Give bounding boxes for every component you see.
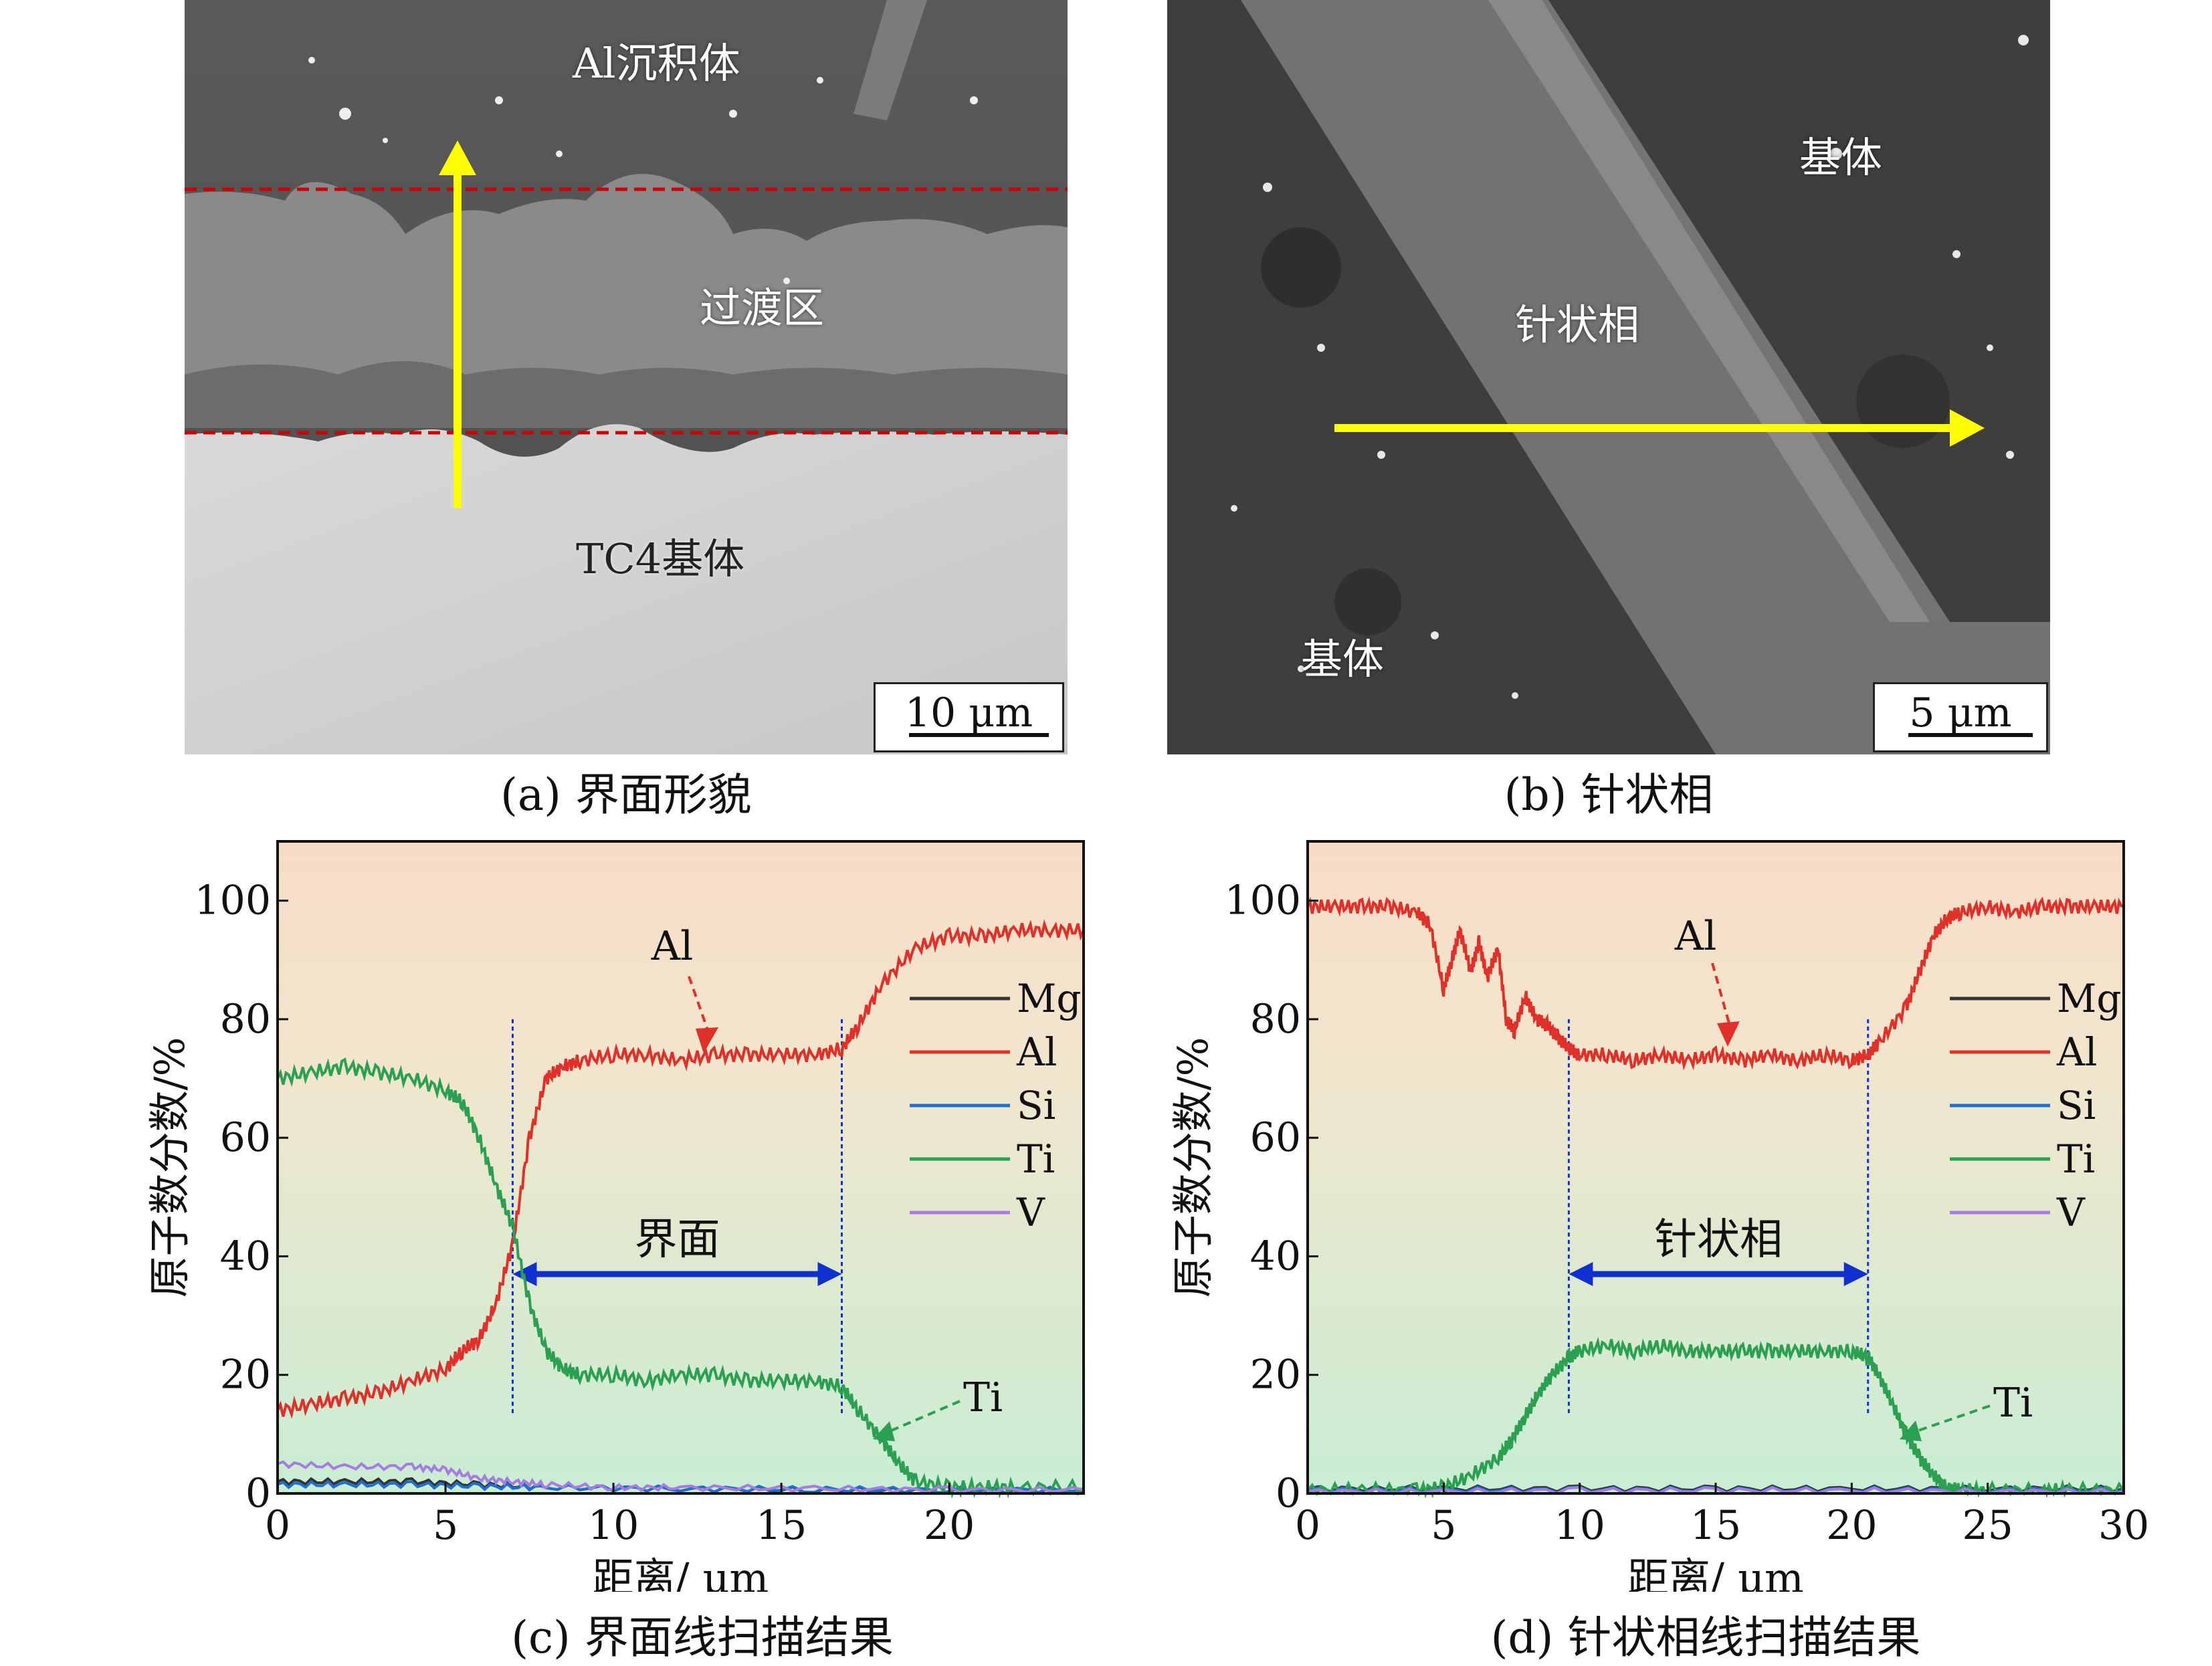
chart-d-svg: 针状相 0 5 10 15 20 25 30 0 20 40 60 80 100 距离/ μm 原子数分数/%… [1169,840,2149,1602]
chart-d-legend-label-ti: Ti [2057,1136,2095,1182]
chart-c-legend-label-si: Si [1017,1083,1055,1128]
chart-c-frame [276,840,1085,1495]
sem-image-a-drawing [185,0,1068,754]
chart-d-xtick-label: 20 [1826,1502,1877,1549]
chart-c-ytick-label: 100 [194,877,271,924]
chart-d-ylabel: 原子数分数/% [1169,1037,1217,1298]
chart-c-series-v [277,1460,1084,1495]
sem-image-a: Al沉积体 过渡区 TC4基体 10 μm [185,0,1068,754]
chart-c-annotation-al-arrowhead [696,1027,718,1053]
chart-d-legend-label-si: Si [2057,1083,2096,1128]
chart-c-ylabel: 原子数分数/% [145,1037,194,1298]
chart-d-legend-label-mg: Mg [2057,976,2122,1021]
chart-c-series-ti [276,1057,1085,1499]
chart-c-region-arrowhead-right [817,1262,842,1287]
label-al-deposit: Al沉积体 [573,39,740,88]
chart-c-ytick-label: 40 [220,1233,271,1279]
chart-d-ytick-label: 20 [1250,1352,1301,1398]
scalebar-a-line [909,733,1049,737]
caption-a: (a) 界面形貌 [500,769,752,821]
chart-d-legend-label-v: V [2056,1190,2086,1235]
chart-c-xlabel: 距离/ μm [593,1554,769,1592]
label-matrix-left: 基体 [1301,635,1385,684]
chart-c-xtick-label: 15 [756,1502,807,1549]
chart-d-ytick-label: 60 [1250,1114,1301,1161]
chart-d-xlabel: 距离/ μm [1627,1554,1804,1592]
chart-c-ytick-label: 0 [245,1470,271,1517]
chart-c-xtick-label: 0 [265,1502,290,1549]
chart-d-ytick-label: 80 [1250,996,1301,1043]
chart-d-legend-label-al: Al [2056,1029,2097,1075]
chart-d-xtick-label: 25 [1962,1502,2013,1549]
label-tc4-substrate: TC4基体 [576,534,745,583]
chart-c: 界面 0 5 10 15 20 0 20 40 60 80 100 距离/ μm 原子数分数/% Mg Al S… [140,829,1104,1602]
chart-d-ytick-label: 40 [1250,1233,1301,1279]
caption-d: (d) 针状相线扫描结果 [1490,1612,1921,1663]
caption-c: (c) 界面线扫描结果 [511,1612,894,1663]
chart-c-plot-area [278,841,1084,1493]
chart-d-series-ti [1306,1336,2125,1499]
chart-d-annotation-al-arrowhead [1717,1021,1740,1047]
chart-c-ytick-label: 20 [220,1352,271,1398]
chart-d-annotation-al-arrow [1711,962,1730,1024]
chart-d-ytick-label: 100 [1224,877,1301,924]
chart-c-annotation-al: Al [651,923,694,970]
chart-c-legend-label-mg: Mg [1017,976,1082,1021]
chart-c-xtick-label: 20 [924,1502,975,1549]
chart-c-annotation-al-arrow [688,976,709,1031]
chart-d-xtick-label: 0 [1295,1502,1320,1549]
scalebar-b-line [1908,733,2033,737]
chart-c-annotation-ti-arrowhead [873,1421,895,1441]
label-matrix-right: 基体 [1799,133,1883,182]
chart-d-region-arrowhead-right [1843,1262,1868,1287]
chart-c-xtick-label: 10 [588,1502,639,1549]
chart-c-annotation-ti: Ti [963,1374,1003,1421]
chart-d-series-al [1306,896,2124,1071]
chart-c-series-al [276,919,1085,1419]
chart-d-annotation-al: Al [1674,913,1717,960]
chart-c-svg: 界面 0 5 10 15 20 0 20 40 60 80 100 距离/ μm 原子数分数/% Mg Al S… [145,840,1085,1602]
scalebar-a: 10 μm [874,682,1064,752]
chart-c-ytick-label: 60 [220,1114,271,1161]
chart-d-annotation-ti: Ti [1993,1380,2033,1427]
label-needle-phase: 针状相 [1515,300,1640,349]
scalebar-b-text: 5 μm [1909,690,2012,736]
chart-d-plot-area [1308,841,2124,1493]
chart-d: 针状相 0 5 10 15 20 25 30 0 20 40 60 80 100 距离/ μm 原子数分数/%… [1164,829,2149,1602]
chart-d-region-arrowhead-left [1569,1262,1593,1287]
chart-c-region-label: 界面 [634,1215,720,1265]
sem-image-b: 基体 针状相 基体 5 μm [1167,0,2050,754]
sem-image-b-drawing [1167,0,2050,754]
chart-d-xtick-label: 15 [1690,1502,1741,1549]
chart-d-xtick-label: 10 [1554,1502,1605,1549]
chart-d-xtick-label: 5 [1431,1502,1456,1549]
chart-d-ytick-label: 0 [1276,1470,1301,1517]
chart-c-legend-label-al: Al [1016,1029,1057,1075]
chart-c-xtick-label: 5 [433,1502,458,1549]
chart-d-annotation-ti-arrowhead [1900,1421,1922,1441]
chart-c-ytick-label: 80 [220,996,271,1043]
chart-c-legend-label-v: V [1016,1190,1045,1235]
chart-d-region-label: 针状相 [1654,1215,1783,1265]
chart-d-xtick-label: 30 [2098,1502,2147,1549]
scalebar-a-text: 10 μm [904,690,1033,736]
label-transition-zone: 过渡区 [700,284,825,332]
chart-c-legend-label-ti: Ti [1017,1136,1055,1182]
scalebar-b: 5 μm [1873,682,2048,752]
caption-b: (b) 针状相 [1504,769,1714,821]
